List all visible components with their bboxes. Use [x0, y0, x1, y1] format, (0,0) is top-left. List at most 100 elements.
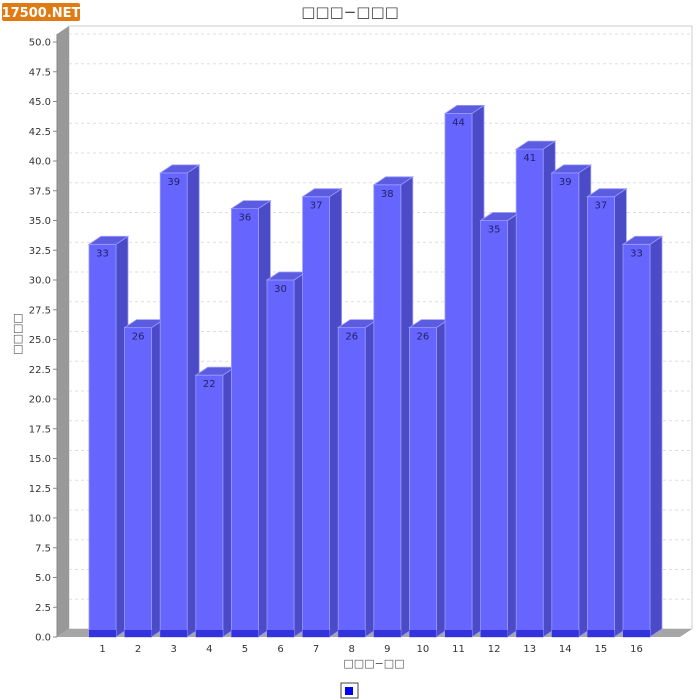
bar: 39 [550, 164, 593, 638]
y-tick-label: 30.0 [29, 276, 51, 287]
y-tick-label: 47.5 [29, 67, 51, 78]
x-tick-label: 9 [384, 644, 390, 655]
bar: 41 [514, 140, 557, 638]
bar-value-label: 39 [167, 177, 180, 188]
bar-base [409, 630, 437, 637]
bar: 38 [372, 176, 415, 638]
y-tick-label: 32.5 [29, 246, 51, 257]
x-tick-label: 16 [630, 644, 643, 655]
bar-base [160, 630, 188, 637]
bar-front [195, 374, 224, 638]
x-tick-label: 13 [523, 644, 536, 655]
bar-top [158, 164, 201, 174]
bar-front [337, 327, 366, 638]
y-axis: 0.0 2.5 5.0 7.5 10.0 12.5 15.0 17.5 20.0 22.5 25.0… [29, 34, 58, 644]
bar: 35 [479, 211, 521, 638]
bar-value-label: 22 [203, 379, 216, 390]
x-axis: 1 2 3 4 5 6 7 8 9 10 11 12 13 14 15 16 [99, 644, 643, 655]
y-tick-label: 17.5 [29, 424, 51, 435]
bar: 26 [336, 318, 379, 638]
bar-front [88, 243, 117, 638]
bar-front [302, 196, 331, 638]
bar-base [338, 630, 366, 637]
bar-base [516, 630, 544, 637]
x-tick-label: 12 [488, 644, 501, 655]
y-tick-label: 12.5 [29, 484, 51, 495]
y-tick-label: 10.0 [29, 514, 51, 525]
bar: 33 [87, 235, 130, 638]
bar-front [373, 184, 402, 638]
bar-top [372, 176, 415, 186]
bar-base [267, 630, 294, 637]
bar: 33 [621, 235, 664, 638]
bar-base [373, 630, 401, 637]
bar: 30 [265, 271, 308, 638]
bar-base [195, 630, 223, 637]
legend-swatch [345, 687, 353, 695]
y-tick-label: 25.0 [29, 335, 51, 346]
bar-value-label: 39 [559, 177, 572, 188]
bar-front [515, 148, 544, 638]
x-tick-label: 8 [349, 644, 355, 655]
bar-value-label: 38 [381, 189, 394, 200]
bar-value-label: 44 [452, 117, 465, 128]
bar-base [89, 630, 116, 637]
bar-value-label: 41 [523, 153, 536, 164]
site-logo: 17500.NET [2, 3, 81, 21]
y-tick-label: 40.0 [29, 157, 51, 168]
bar-base [587, 630, 615, 637]
y-tick-label: 45.0 [29, 97, 51, 108]
bar-front [230, 208, 259, 638]
bar-value-label: 30 [274, 284, 287, 295]
y-tick-label: 20.0 [29, 395, 51, 406]
bar-base [480, 630, 508, 637]
bar: 44 [443, 104, 486, 638]
bar-front [266, 279, 295, 638]
bar-base [231, 630, 259, 637]
bar-value-label: 26 [417, 332, 430, 343]
bar-top [550, 164, 593, 174]
bar-side [649, 235, 663, 638]
bar-top [230, 200, 272, 210]
bar-base [124, 630, 152, 637]
x-tick-label: 11 [452, 644, 465, 655]
bar-base [623, 630, 650, 637]
bar-front [480, 220, 509, 638]
y-tick-label: 35.0 [29, 216, 51, 227]
bar-value-label: 26 [132, 332, 145, 343]
y-tick-label: 2.5 [35, 603, 51, 614]
bar-front [408, 327, 437, 638]
bar-top [514, 140, 557, 150]
x-tick-label: 15 [595, 644, 608, 655]
bar-value-label: 33 [96, 248, 109, 259]
x-axis-title: □□□−□□ [343, 657, 404, 670]
bar-front [124, 327, 152, 638]
y-tick-label: 7.5 [35, 543, 51, 554]
bar: 39 [158, 164, 201, 638]
y-axis-title: □□□□ [11, 313, 24, 355]
bar: 36 [230, 199, 272, 638]
y-tick-label: 5.0 [35, 573, 51, 584]
y-tick-label: 50.0 [29, 38, 51, 49]
y-tick-label: 0.0 [35, 633, 51, 644]
bar-front [622, 243, 651, 638]
bar-front [551, 172, 580, 638]
left-wall [57, 26, 69, 637]
chart-title: □□□−□□□ [301, 3, 399, 21]
y-tick-label: 15.0 [29, 454, 51, 465]
bar: 37 [301, 187, 343, 638]
bar-top [301, 188, 343, 198]
x-tick-label: 3 [171, 644, 177, 655]
y-tick-label: 27.5 [29, 305, 51, 316]
x-tick-label: 7 [313, 644, 319, 655]
y-tick-label: 37.5 [29, 186, 51, 197]
bar-front [159, 172, 188, 638]
legend [340, 682, 359, 699]
bar-value-label: 36 [239, 213, 252, 224]
bar-base [302, 630, 330, 637]
bar: 26 [123, 318, 165, 638]
y-tick-label: 42.5 [29, 127, 51, 138]
x-tick-label: 4 [206, 644, 212, 655]
bar-value-label: 37 [595, 201, 608, 212]
